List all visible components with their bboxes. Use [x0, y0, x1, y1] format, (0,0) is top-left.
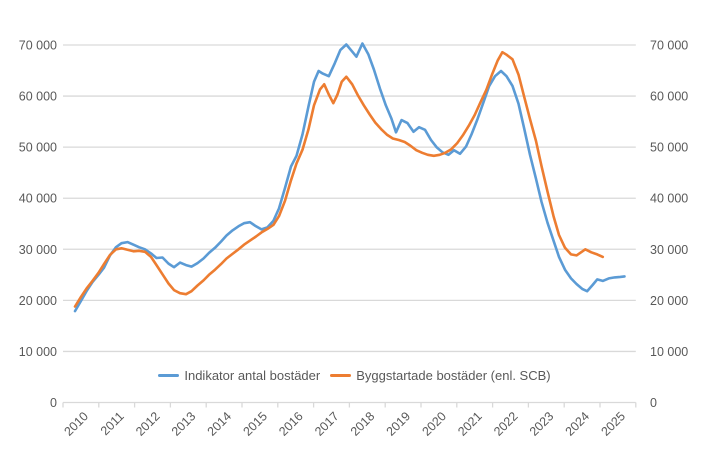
- x-axis-tick-label: 2025: [598, 409, 628, 439]
- series-line-byggstartade: [73, 50, 605, 308]
- y-axis-tick-label-left: 70 000: [19, 39, 57, 53]
- legend-label-byggstartade: Byggstartade bostäder (enl. SCB): [356, 368, 551, 383]
- y-axis-tick-label-right: 10 000: [650, 345, 688, 359]
- chart-legend: Indikator antal bostäder Byggstartade bo…: [0, 368, 709, 383]
- x-axis-tick-label: 2024: [563, 409, 593, 439]
- x-axis-tick-label: 2018: [348, 409, 378, 439]
- legend-item-indikator: Indikator antal bostäder: [158, 368, 320, 383]
- x-axis-tick-label: 2023: [527, 409, 557, 439]
- y-axis-tick-label-left: 20 000: [19, 294, 57, 308]
- y-axis-tick-label-right: 30 000: [650, 243, 688, 257]
- y-axis-tick-label-right: 50 000: [650, 141, 688, 155]
- y-axis-tick-label-right: 0: [650, 396, 657, 410]
- x-axis-tick-label: 2021: [455, 409, 485, 439]
- x-axis-tick-label: 2013: [169, 409, 199, 439]
- y-axis-tick-label-left: 30 000: [19, 243, 57, 257]
- y-axis-tick-label-right: 20 000: [650, 294, 688, 308]
- x-axis-tick-label: 2016: [276, 409, 306, 439]
- y-axis-tick-label-left: 10 000: [19, 345, 57, 359]
- y-axis-tick-label-left: 50 000: [19, 141, 57, 155]
- legend-item-byggstartade: Byggstartade bostäder (enl. SCB): [330, 368, 551, 383]
- x-axis-tick-label: 2014: [205, 409, 235, 439]
- x-axis-tick-label: 2011: [98, 409, 127, 438]
- legend-marker-byggstartade-icon: [330, 374, 352, 377]
- y-axis-tick-label-right: 40 000: [650, 192, 688, 206]
- y-axis-tick-label-right: 60 000: [650, 90, 688, 104]
- series-line-indikator: [73, 42, 626, 313]
- x-axis-tick-label: 2010: [61, 409, 91, 439]
- x-axis-tick-label: 2017: [312, 409, 342, 439]
- x-axis-tick-label: 2022: [491, 409, 521, 439]
- x-axis-tick-label: 2020: [419, 409, 449, 439]
- y-axis-tick-label-right: 70 000: [650, 39, 688, 53]
- x-axis-tick-label: 2015: [240, 409, 270, 439]
- y-axis-tick-label-left: 40 000: [19, 192, 57, 206]
- y-axis-tick-label-left: 0: [50, 396, 57, 410]
- x-axis-tick-label: 2012: [133, 409, 163, 439]
- x-axis-tick-label: 2019: [384, 409, 414, 439]
- y-axis-tick-label-left: 60 000: [19, 90, 57, 104]
- legend-marker-indikator-icon: [158, 374, 180, 377]
- legend-label-indikator: Indikator antal bostäder: [184, 368, 321, 383]
